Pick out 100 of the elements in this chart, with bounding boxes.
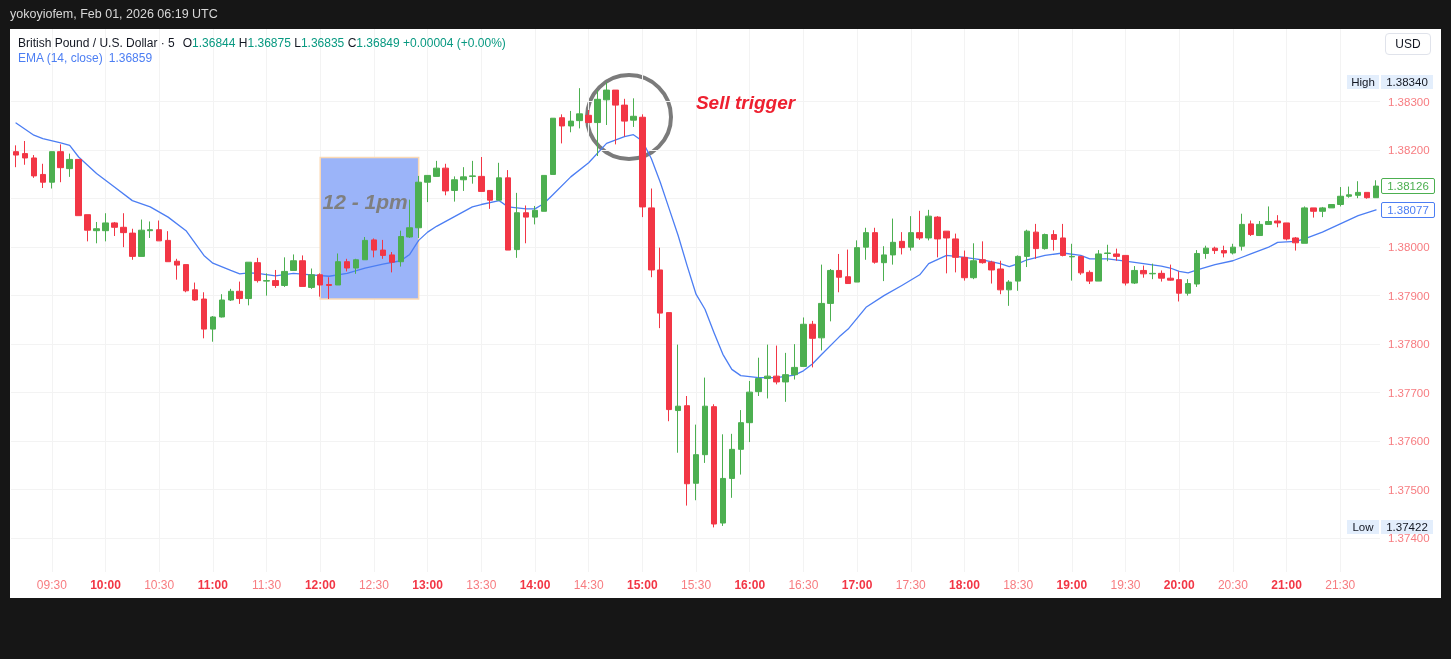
- candlestick: [1248, 220, 1254, 237]
- y-tick-label: 1.37400: [1388, 532, 1430, 545]
- candlestick: [997, 260, 1004, 295]
- candlestick: [934, 215, 941, 258]
- candlestick: [57, 143, 64, 183]
- x-tick-label: 19:00: [1056, 578, 1088, 592]
- candlestick: [389, 251, 395, 273]
- candlestick: [102, 212, 109, 242]
- y-tick-label: 1.38200: [1388, 144, 1430, 157]
- candlestick: [899, 231, 905, 255]
- x-tick-label: 17:30: [895, 578, 927, 592]
- candlestick: [1364, 191, 1370, 200]
- x-tick-label: 17:00: [841, 578, 873, 592]
- candlestick: [398, 230, 404, 268]
- x-tick-label: 09:30: [36, 578, 68, 592]
- candlestick: [505, 169, 511, 251]
- candlestick: [165, 230, 171, 263]
- candlestick: [559, 113, 565, 144]
- candlestick: [782, 352, 789, 403]
- candlestick: [988, 260, 995, 285]
- candlestick: [773, 345, 780, 385]
- candlestick: [764, 344, 771, 399]
- candlestick: [738, 409, 744, 476]
- candlestick: [630, 97, 637, 128]
- candlestick: [585, 109, 592, 124]
- candlestick: [380, 239, 386, 260]
- candlestick: [1086, 269, 1093, 285]
- candlestick: [1274, 214, 1281, 228]
- candlestick: [1194, 249, 1200, 288]
- candlestick: [657, 247, 663, 329]
- candlestick: [174, 258, 180, 281]
- candlestick: [648, 188, 655, 278]
- candlestick: [890, 218, 896, 266]
- candlestick: [344, 258, 350, 272]
- candlestick: [415, 175, 422, 239]
- candlestick: [872, 227, 878, 265]
- candlestick: [961, 250, 968, 282]
- candlestick: [1095, 249, 1102, 282]
- band-label: 12 - 1pm: [322, 189, 408, 213]
- y-tick-label: 1.38300: [1388, 95, 1430, 108]
- candlestick: [183, 264, 189, 293]
- candlestick: [612, 89, 619, 145]
- candlestick: [299, 254, 306, 287]
- candlestick: [272, 269, 279, 289]
- candlestick: [460, 166, 467, 192]
- candlestick: [881, 245, 887, 282]
- y-tick-label: 1.37600: [1388, 435, 1430, 448]
- candlestick: [1283, 222, 1290, 241]
- y-tick-label: 1.37500: [1388, 483, 1430, 496]
- candlestick: [916, 210, 923, 241]
- candlestick: [576, 87, 583, 129]
- candlestick: [1158, 269, 1165, 283]
- candlestick: [729, 433, 735, 499]
- candlestick: [290, 253, 297, 271]
- candlestick: [720, 433, 726, 527]
- candlestick: [93, 221, 100, 244]
- x-tick-label: 10:30: [144, 578, 175, 592]
- candlestick: [281, 256, 288, 288]
- candlestick: [308, 268, 315, 290]
- candlestick: [1301, 205, 1308, 244]
- candlestick: [1328, 204, 1335, 209]
- candlestick: [236, 281, 243, 305]
- candlestick: [1033, 223, 1039, 260]
- candlestick: [970, 242, 977, 280]
- candlestick: [469, 160, 476, 185]
- candlestick: [245, 261, 252, 306]
- candlestick: [496, 162, 502, 201]
- candlestick: [362, 236, 368, 261]
- x-tick-label: 15:30: [681, 578, 712, 592]
- x-tick-label: 19:30: [1110, 578, 1141, 592]
- candlestick: [684, 395, 690, 507]
- x-tick-label: 12:00: [304, 578, 336, 592]
- candlestick: [1122, 254, 1129, 286]
- candlestick: [541, 174, 547, 212]
- candlestick: [1113, 248, 1120, 262]
- candlestick: [1185, 278, 1191, 297]
- candlestick: [478, 156, 485, 192]
- candlestick: [925, 209, 932, 241]
- candlestick: [487, 189, 493, 210]
- candlestick: [1149, 263, 1156, 280]
- candlestick: [1078, 255, 1084, 276]
- candlestick: [746, 380, 753, 443]
- candlestick: [75, 158, 82, 217]
- candlestick: [254, 257, 261, 284]
- candlestick: [550, 117, 556, 175]
- candlestick: [22, 140, 28, 166]
- candlestick: [156, 220, 162, 242]
- candlestick: [711, 403, 717, 528]
- candlestick: [1006, 279, 1012, 307]
- candlestick: [1051, 229, 1057, 252]
- candlestick: [1346, 186, 1352, 199]
- candlestick: [210, 315, 216, 343]
- annotation: High 1.38340: [1350, 75, 1429, 90]
- candlestick: [1042, 233, 1048, 251]
- candlestick: [1310, 207, 1317, 219]
- candlestick: [1167, 264, 1174, 282]
- candlestick: [138, 219, 145, 257]
- candlestick: [353, 258, 359, 275]
- candlestick: [371, 237, 377, 258]
- candlestick: [433, 160, 440, 177]
